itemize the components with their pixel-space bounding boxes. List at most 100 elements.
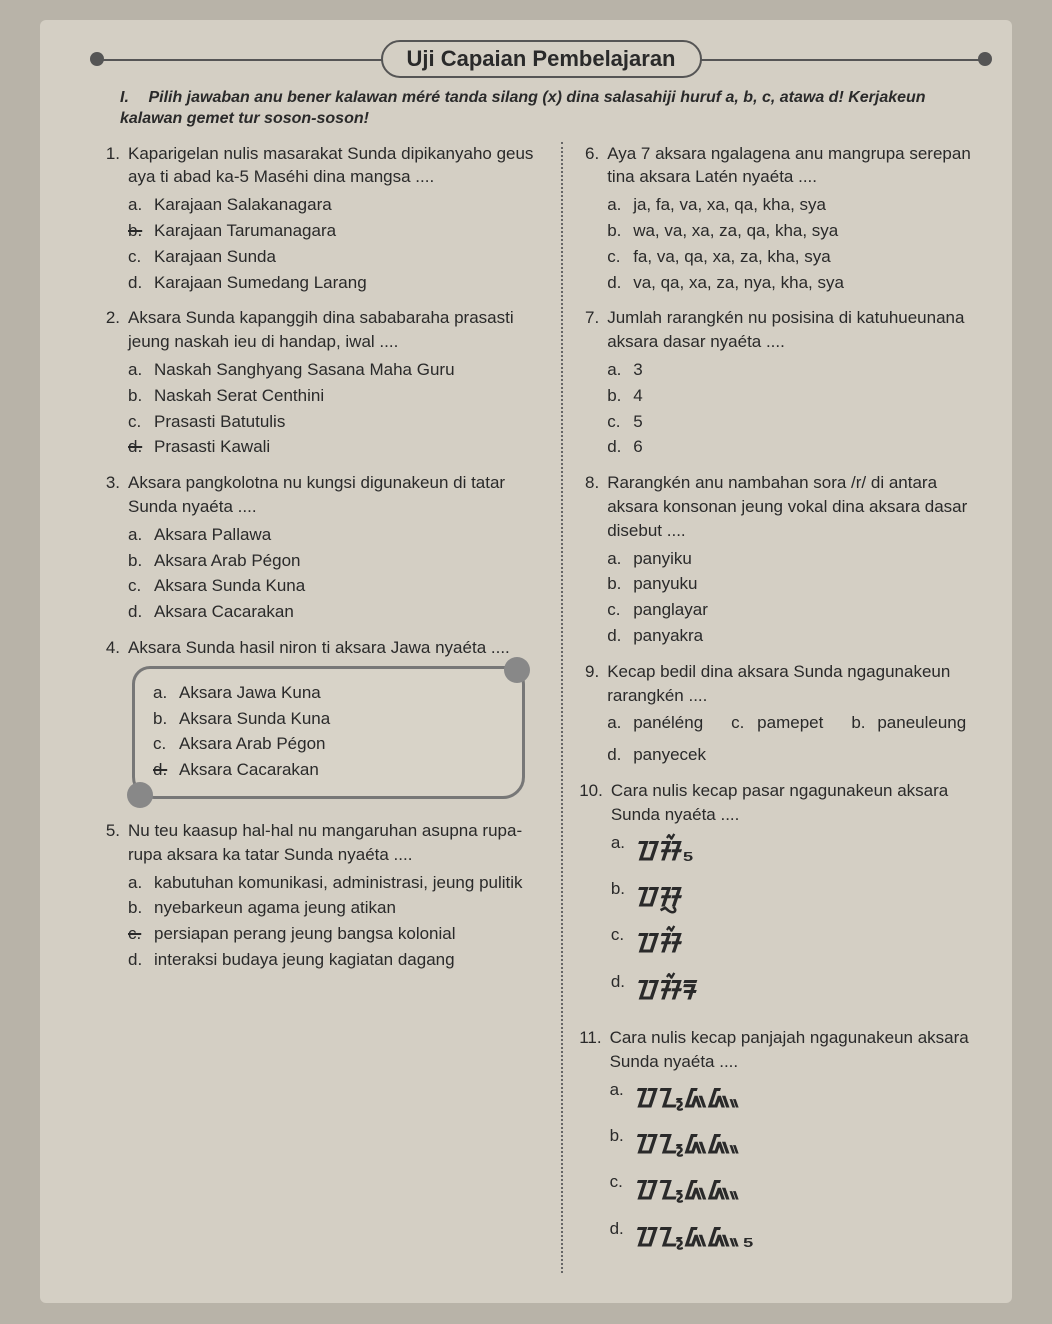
option[interactable]: d.panyakra [607, 624, 982, 648]
question-body: Kecap bedil dina aksara Sunda ngagunakeu… [607, 660, 982, 769]
option-letter: b. [607, 219, 633, 243]
option[interactable]: d.ᮕᮞᮁᮛ [611, 970, 982, 1014]
option-text: Aksara Cacarakan [179, 758, 504, 782]
option[interactable]: a.panyiku [607, 547, 982, 571]
option[interactable]: a.kabutuhan komunikasi, administrasi, je… [128, 871, 545, 895]
question-number: 9. [579, 660, 607, 769]
option-text: Prasasti Kawali [154, 435, 545, 459]
option[interactable]: b.ᮕᮞᮢ [611, 877, 982, 921]
option[interactable]: d.6 [607, 435, 982, 459]
question-stem: Aya 7 aksara ngalagena anu mangrupa sere… [607, 142, 982, 190]
option[interactable]: a.ᮕᮞᮁ₅ [611, 831, 982, 875]
question: 11.Cara nulis kecap panjajah ngagunakeun… [579, 1026, 982, 1263]
question-body: Jumlah rarangkén nu posisina di katuhueu… [607, 306, 982, 461]
option[interactable]: c.Karajaan Sunda [128, 245, 545, 269]
option-text: Karajaan Tarumanagara [154, 219, 545, 243]
option[interactable]: b.4 [607, 384, 982, 408]
option-letter: b. [128, 384, 154, 408]
option-letter: b. [851, 711, 877, 735]
option-letter: a. [607, 711, 633, 735]
option[interactable]: b.nyebarkeun agama jeung atikan [128, 896, 545, 920]
option[interactable]: b.Aksara Sunda Kuna [153, 707, 504, 731]
option[interactable]: d.panyecek [607, 743, 706, 767]
question: 8.Rarangkén anu nambahan sora /r/ di ant… [579, 471, 982, 650]
option-letter: c. [128, 574, 154, 598]
option-text: Prasasti Batutulis [154, 410, 545, 434]
sundanese-script: ᮕᮞᮁᮛ [637, 972, 698, 1008]
option[interactable]: b.Karajaan Tarumanagara [128, 219, 545, 243]
option[interactable]: b.ᮕᮔ᮪ᮏᮏᮂ [610, 1124, 982, 1168]
option-text: panyiku [633, 547, 982, 571]
option[interactable]: d.interaksi budaya jeung kagiatan dagang [128, 948, 545, 972]
option[interactable]: c.Aksara Sunda Kuna [128, 574, 545, 598]
option-text: Aksara Sunda Kuna [154, 574, 545, 598]
header-dot-right [978, 52, 992, 66]
option[interactable]: c.Aksara Arab Pégon [153, 732, 504, 756]
header: Uji Capaian Pembelajaran [100, 40, 982, 78]
question: 6.Aya 7 aksara ngalagena anu mangrupa se… [579, 142, 982, 297]
option[interactable]: b.paneuleung [851, 711, 966, 735]
option[interactable]: d.Prasasti Kawali [128, 435, 545, 459]
option-letter: a. [610, 1078, 636, 1122]
option[interactable]: b.panyuku [607, 572, 982, 596]
option[interactable]: c.5 [607, 410, 982, 434]
option-text: persiapan perang jeung bangsa kolonial [154, 922, 545, 946]
option[interactable]: c.ᮕᮔ᮪ᮏᮏᮂ [610, 1170, 982, 1214]
column-divider [561, 142, 563, 1274]
question: 1.Kaparigelan nulis masarakat Sunda dipi… [100, 142, 545, 297]
option[interactable]: c.pamepet [731, 711, 823, 735]
sundanese-script: ᮕᮞᮢ [637, 879, 682, 915]
option-letter: a. [128, 871, 154, 895]
header-dot-left [90, 52, 104, 66]
option[interactable]: d.Aksara Cacarakan [128, 600, 545, 624]
option[interactable]: c.Prasasti Batutulis [128, 410, 545, 434]
option-letter: c. [128, 245, 154, 269]
option-text: Aksara Sunda Kuna [179, 707, 504, 731]
option-letter: c. [153, 732, 179, 756]
option[interactable]: a.Aksara Jawa Kuna [153, 681, 504, 705]
options: a.Karajaan Salakanagarab.Karajaan Taruma… [128, 193, 545, 294]
option[interactable]: d.Karajaan Sumedang Larang [128, 271, 545, 295]
option[interactable]: c.ᮕᮞᮁ [611, 923, 982, 967]
question-body: Aksara pangkolotna nu kungsi digunakeun … [128, 471, 545, 626]
option[interactable]: b.wa, va, xa, za, qa, kha, sya [607, 219, 982, 243]
instruction-block: I. Pilih jawaban anu bener kalawan méré … [120, 88, 982, 130]
option-letter: b. [128, 549, 154, 573]
option[interactable]: a.Karajaan Salakanagara [128, 193, 545, 217]
option[interactable]: d.Aksara Cacarakan [153, 758, 504, 782]
option-letter: d. [611, 970, 637, 1014]
sundanese-script: ᮕᮔ᮪ᮏᮏᮂ₅ [636, 1219, 757, 1255]
option-letter: a. [607, 547, 633, 571]
option[interactable]: d.va, qa, xa, za, nya, kha, sya [607, 271, 982, 295]
option[interactable]: b.Aksara Arab Pégon [128, 549, 545, 573]
question: 10.Cara nulis kecap pasar ngagunakeun ak… [579, 779, 982, 1016]
option[interactable]: b.Naskah Serat Centhini [128, 384, 545, 408]
option-text: 5 [633, 410, 982, 434]
option[interactable]: d.ᮕᮔ᮪ᮏᮏᮂ₅ [610, 1217, 982, 1261]
option-text: 3 [633, 358, 982, 382]
option-text: panyecek [633, 743, 706, 767]
option-letter: b. [607, 572, 633, 596]
option[interactable]: a.ja, fa, va, xa, qa, kha, sya [607, 193, 982, 217]
option-text: Karajaan Salakanagara [154, 193, 545, 217]
option[interactable]: a.Aksara Pallawa [128, 523, 545, 547]
option-letter: a. [611, 831, 637, 875]
option-letter: d. [128, 271, 154, 295]
option-letter: d. [607, 271, 633, 295]
option[interactable]: a.ᮕᮔ᮪ᮏᮏᮂ [610, 1078, 982, 1122]
two-column-layout: 1.Kaparigelan nulis masarakat Sunda dipi… [100, 142, 982, 1274]
option[interactable]: c.panglayar [607, 598, 982, 622]
question-number: 2. [100, 306, 128, 461]
option-letter: b. [128, 219, 154, 243]
option[interactable]: c.fa, va, qa, xa, za, kha, sya [607, 245, 982, 269]
option[interactable]: a.panéléng [607, 711, 703, 735]
option-letter: a. [607, 193, 633, 217]
option[interactable]: c.persiapan perang jeung bangsa kolonial [128, 922, 545, 946]
question-body: Rarangkén anu nambahan sora /r/ di antar… [607, 471, 982, 650]
question-body: Aya 7 aksara ngalagena anu mangrupa sere… [607, 142, 982, 297]
option-letter: d. [607, 435, 633, 459]
question-number: 3. [100, 471, 128, 626]
option[interactable]: a.Naskah Sanghyang Sasana Maha Guru [128, 358, 545, 382]
sundanese-script: ᮕᮔ᮪ᮏᮏᮂ [636, 1080, 743, 1116]
option[interactable]: a.3 [607, 358, 982, 382]
